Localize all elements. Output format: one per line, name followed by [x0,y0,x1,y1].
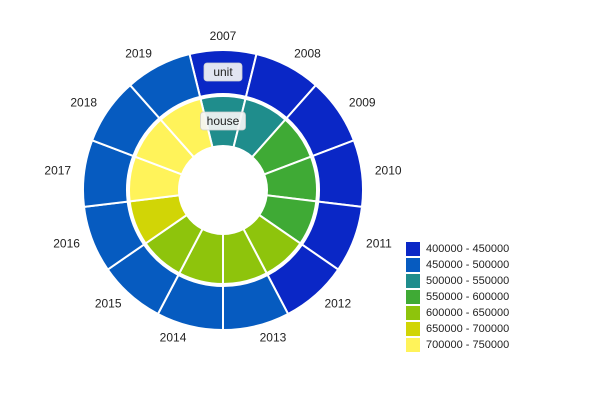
legend-swatch-4 [406,306,420,320]
legend-label-0: 400000 - 450000 [426,243,509,255]
legend-swatch-2 [406,274,420,288]
year-label-2015: 2015 [95,297,122,311]
year-label-2017: 2017 [44,164,71,178]
legend-swatch-0 [406,242,420,256]
legend-label-3: 550000 - 600000 [426,291,509,303]
ring-label-unit: unit [213,65,233,79]
legend-swatch-5 [406,322,420,336]
ring-label-box-unit [203,62,243,82]
legend: 400000 - 450000 450000 - 500000 500000 - 5… [406,242,509,352]
year-labels: 2007 2008 2009 2010 2011 2012 2013 2014 2015 2016… [44,29,401,345]
legend-label-5: 650000 - 700000 [426,323,509,335]
year-label-2016: 2016 [53,236,80,250]
legend-label-1: 450000 - 500000 [426,259,509,271]
year-label-2019: 2019 [125,47,152,61]
ring-labels: house unit [200,62,246,131]
year-label-2009: 2009 [349,95,376,109]
cell-unit-2019[interactable] [128,52,202,120]
year-label-2011: 2011 [366,236,392,250]
legend-swatch-6 [406,338,420,352]
heatmap-cells [82,49,364,332]
ring-label-box-house [200,111,246,131]
legend-label-2: 500000 - 550000 [426,275,509,287]
year-label-2013: 2013 [260,331,287,345]
year-label-2014: 2014 [160,331,187,345]
legend-swatch-3 [406,290,420,304]
cell-house-2019[interactable] [159,97,214,159]
legend-swatch-1 [406,258,420,272]
legend-label-4: 600000 - 650000 [426,307,509,319]
year-label-2012: 2012 [324,297,351,311]
year-label-2018: 2018 [70,95,97,109]
year-label-2010: 2010 [375,164,402,178]
year-label-2007: 2007 [210,29,237,43]
year-label-2008: 2008 [294,47,321,61]
ring-label-house: house [207,114,240,128]
legend-label-6: 700000 - 750000 [426,339,509,351]
